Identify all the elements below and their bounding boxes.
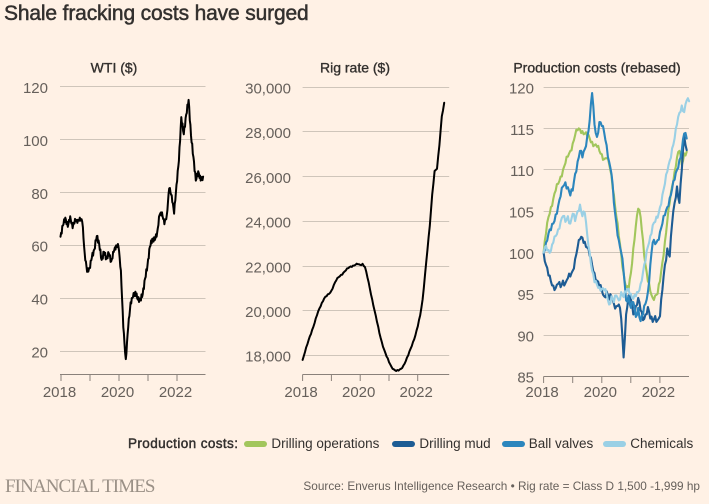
svg-text:20,000: 20,000 xyxy=(245,304,291,321)
svg-text:60: 60 xyxy=(31,239,48,256)
svg-text:2022: 2022 xyxy=(159,384,192,401)
svg-text:120: 120 xyxy=(509,81,534,98)
svg-text:105: 105 xyxy=(509,205,534,222)
svg-text:24,000: 24,000 xyxy=(245,215,291,232)
svg-text:20: 20 xyxy=(31,345,48,362)
svg-text:18,000: 18,000 xyxy=(245,349,291,366)
svg-text:2022: 2022 xyxy=(642,384,675,401)
svg-text:26,000: 26,000 xyxy=(245,170,291,187)
svg-text:100: 100 xyxy=(23,133,48,150)
svg-text:2020: 2020 xyxy=(584,384,617,401)
svg-text:2022: 2022 xyxy=(400,384,433,401)
svg-text:40: 40 xyxy=(31,292,48,309)
svg-text:85: 85 xyxy=(517,370,534,387)
svg-text:30,000: 30,000 xyxy=(245,81,291,98)
svg-text:2018: 2018 xyxy=(284,384,317,401)
svg-text:110: 110 xyxy=(510,163,534,180)
svg-text:90: 90 xyxy=(517,328,534,345)
svg-text:80: 80 xyxy=(31,186,48,203)
svg-text:Rig rate ($): Rig rate ($) xyxy=(320,60,390,76)
svg-text:100: 100 xyxy=(509,246,534,263)
svg-text:Production costs (rebased): Production costs (rebased) xyxy=(513,60,680,76)
svg-text:115: 115 xyxy=(510,122,534,139)
svg-text:WTI ($): WTI ($) xyxy=(91,60,138,76)
svg-text:120: 120 xyxy=(23,80,48,97)
svg-text:2020: 2020 xyxy=(101,384,134,401)
svg-text:22,000: 22,000 xyxy=(245,259,291,276)
svg-text:28,000: 28,000 xyxy=(245,125,291,142)
svg-text:2020: 2020 xyxy=(342,384,375,401)
svg-text:95: 95 xyxy=(517,287,534,304)
svg-text:2018: 2018 xyxy=(43,384,76,401)
svg-text:2018: 2018 xyxy=(525,384,558,401)
